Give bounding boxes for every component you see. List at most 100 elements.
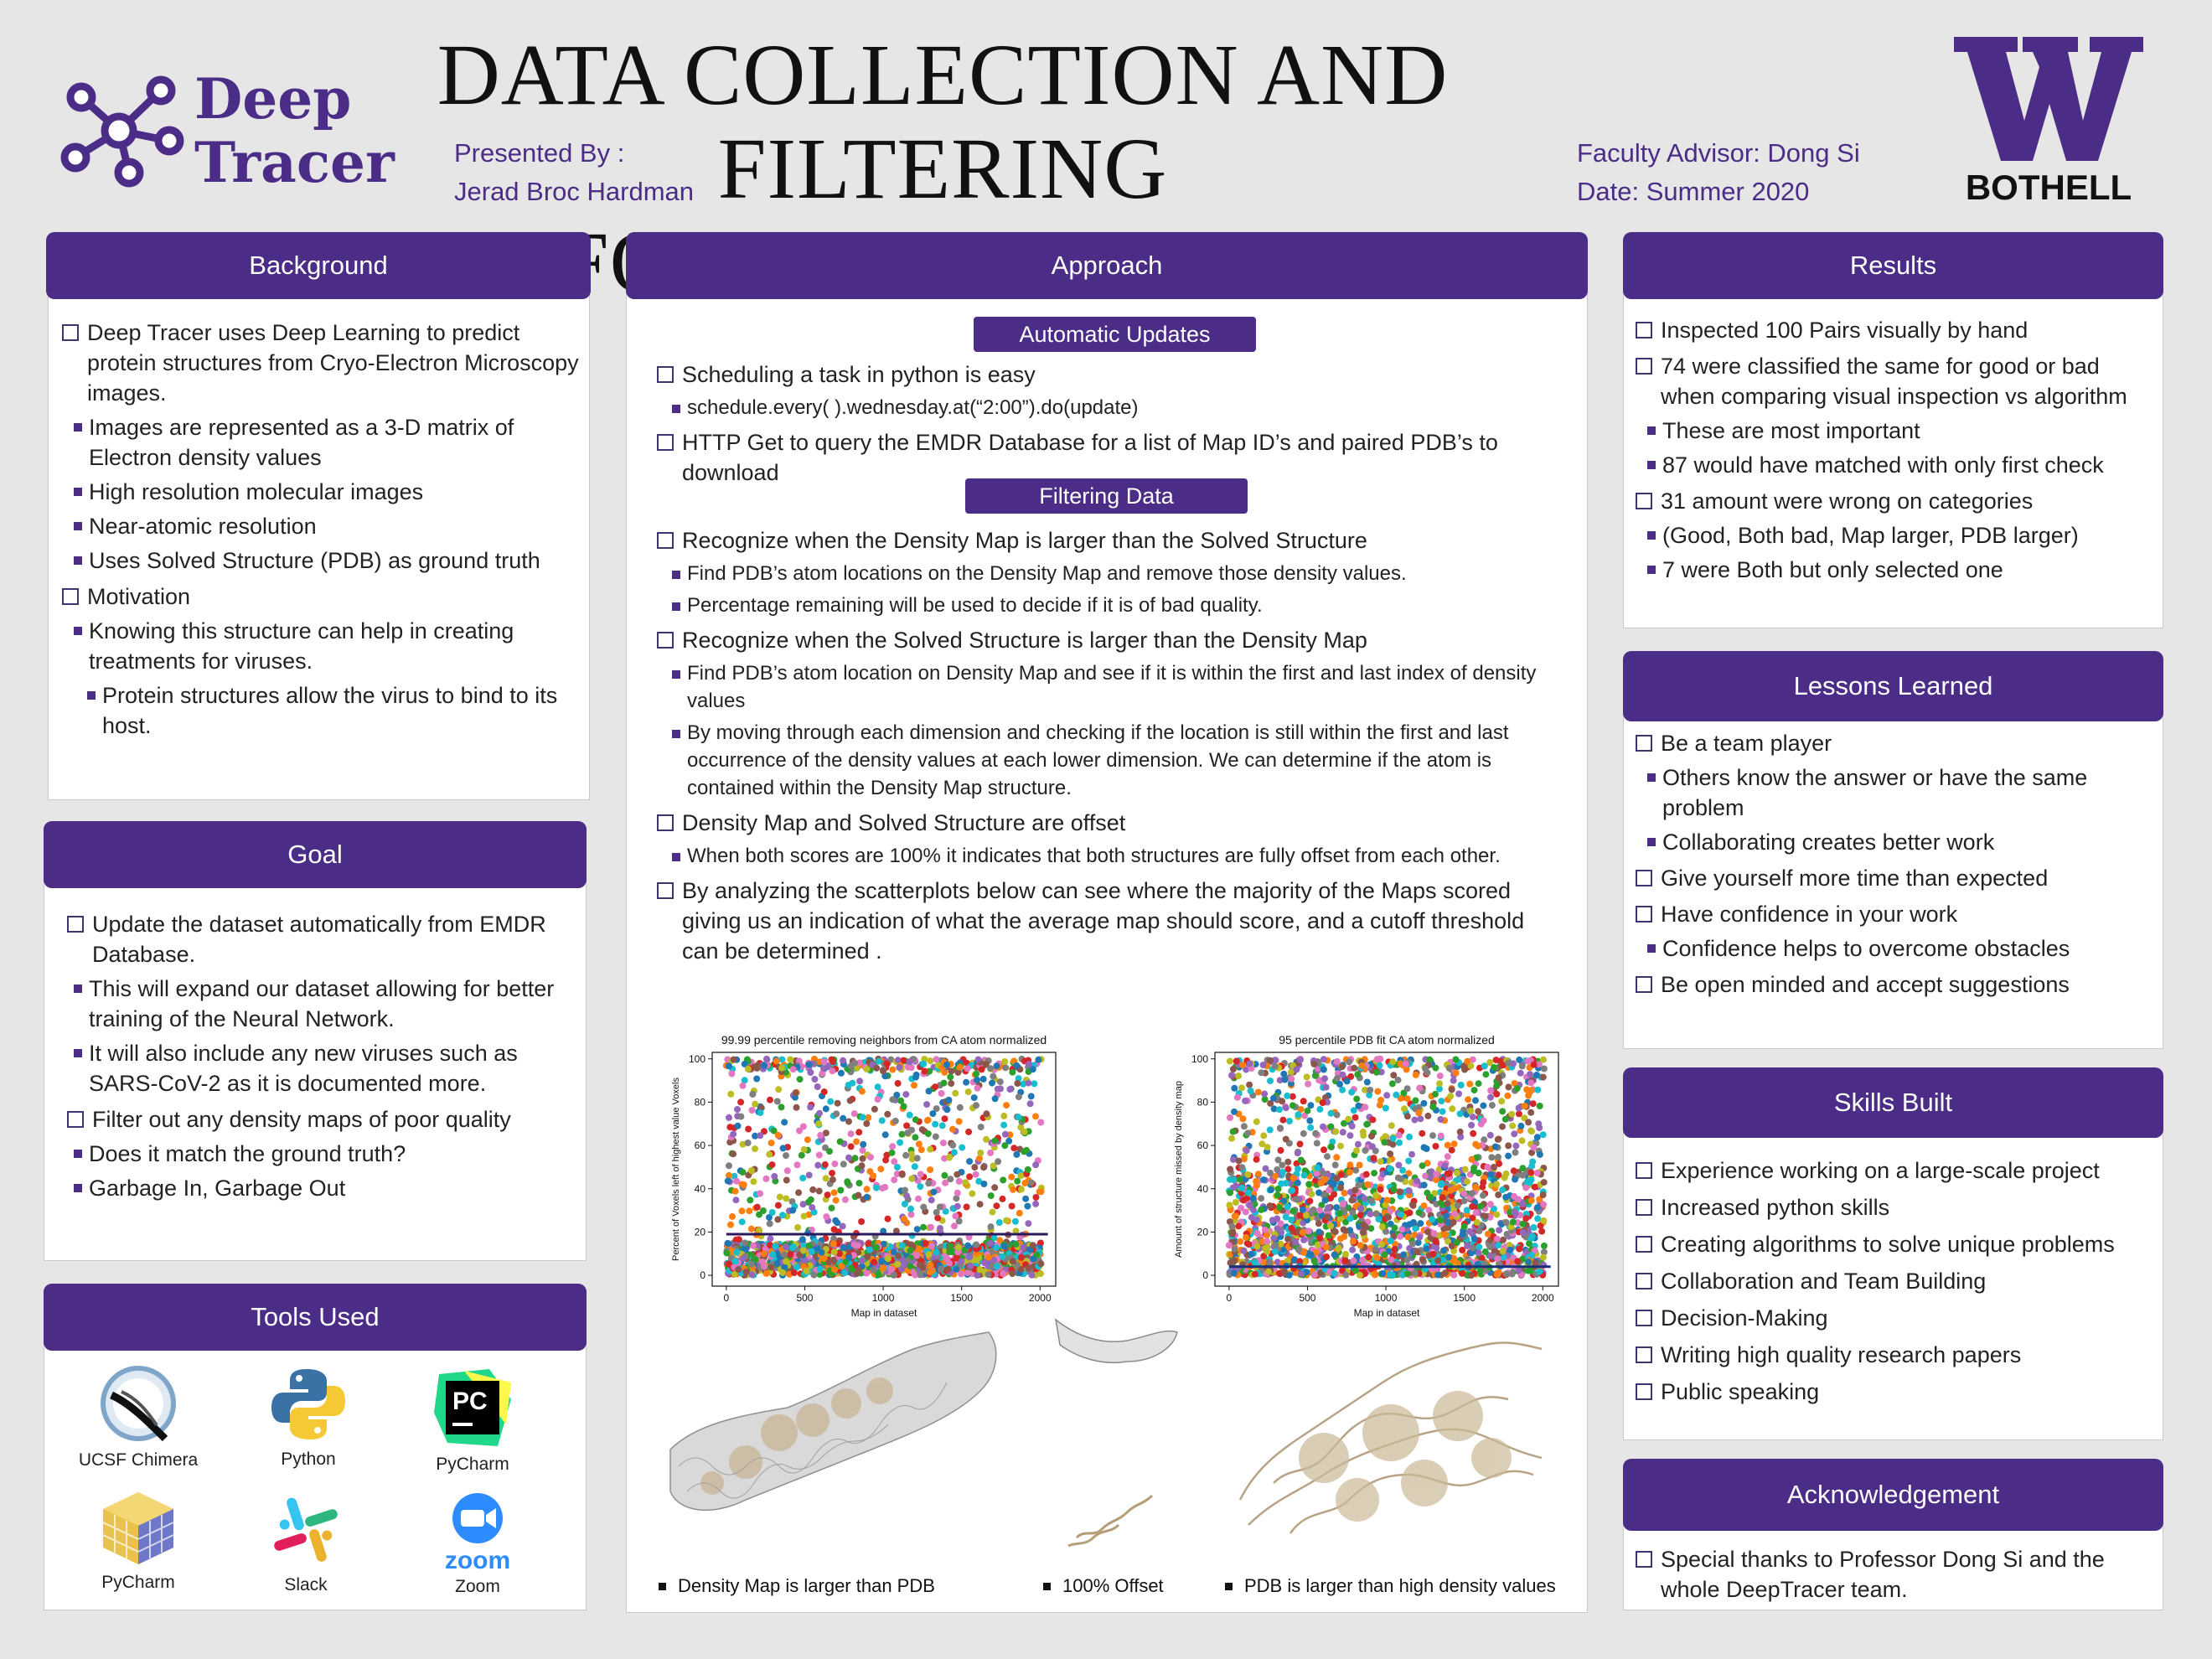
data-point: [1233, 1057, 1240, 1065]
data-point: [1424, 1160, 1431, 1167]
data-point: [830, 1189, 838, 1196]
data-point: [1522, 1233, 1530, 1241]
data-point: [1476, 1243, 1483, 1251]
data-point: [1390, 1186, 1398, 1193]
data-point: [773, 1260, 781, 1267]
data-point: [1411, 1269, 1419, 1277]
data-point: [781, 1119, 788, 1126]
data-point: [1445, 1253, 1452, 1261]
data-point: [832, 1196, 840, 1204]
tool-zoom: zoom Zoom: [411, 1490, 545, 1597]
bullet-item: 31 amount were wrong on categories: [1636, 486, 2155, 516]
data-point: [948, 1067, 955, 1075]
checkbox-bullet-icon: [657, 532, 674, 549]
data-point: [730, 1150, 737, 1158]
data-point: [1274, 1215, 1281, 1222]
data-point: [1468, 1190, 1476, 1197]
data-point: [871, 1105, 878, 1113]
data-point: [1399, 1166, 1407, 1174]
data-point: [1333, 1175, 1341, 1182]
sub-bullet-item: Garbage In, Garbage Out: [67, 1173, 570, 1203]
data-point: [1239, 1115, 1247, 1123]
scatter-points: [722, 1055, 1045, 1279]
data-point: [1528, 1162, 1536, 1170]
data-point: [963, 1078, 970, 1086]
data-point: [1395, 1131, 1403, 1139]
checkbox-bullet-icon: [657, 434, 674, 451]
data-point: [898, 1130, 906, 1138]
cube-icon: [102, 1492, 174, 1564]
data-point: [847, 1130, 855, 1138]
bullet-text: Deep Tracer uses Deep Learning to predic…: [87, 320, 579, 406]
data-point: [906, 1058, 913, 1066]
data-point: [1337, 1142, 1344, 1150]
data-point: [874, 1096, 881, 1103]
data-point: [1229, 1128, 1237, 1135]
data-point: [753, 1064, 761, 1072]
data-point: [891, 1248, 897, 1256]
data-point: [1027, 1179, 1035, 1186]
data-point: [993, 1244, 1000, 1252]
data-point: [1505, 1142, 1512, 1150]
results-panel: [1623, 251, 2163, 628]
data-point: [726, 1124, 734, 1131]
data-point: [1539, 1073, 1547, 1081]
data-point: [1495, 1171, 1502, 1179]
data-point: [1448, 1243, 1455, 1249]
scatter-points: [1225, 1055, 1548, 1279]
bullet-text: Special thanks to Professor Dong Si and …: [1661, 1547, 2105, 1602]
data-point: [1495, 1154, 1501, 1160]
data-point: [1456, 1128, 1464, 1135]
data-point: [855, 1059, 863, 1067]
data-point: [799, 1247, 807, 1254]
data-point: [1305, 1227, 1312, 1235]
data-point: [950, 1149, 958, 1156]
data-point: [1341, 1119, 1347, 1127]
bullet-text: Give yourself more time than expected: [1661, 866, 2049, 891]
data-point: [977, 1150, 985, 1156]
data-point: [1502, 1193, 1510, 1201]
data-point: [1401, 1105, 1408, 1113]
data-point: [793, 1161, 801, 1169]
y-tick-label: 0: [1202, 1269, 1208, 1281]
data-point: [1420, 1099, 1428, 1107]
data-point: [738, 1207, 746, 1215]
data-point: [1253, 1155, 1260, 1163]
data-point: [1367, 1210, 1374, 1217]
data-point: [1375, 1216, 1382, 1222]
data-point: [1279, 1161, 1286, 1169]
checkbox-bullet-icon: [1636, 870, 1652, 886]
data-point: [873, 1243, 881, 1251]
data-point: [768, 1161, 776, 1169]
data-point: [1540, 1179, 1548, 1186]
data-point: [858, 1218, 866, 1225]
data-point: [884, 1215, 892, 1222]
data-point: [1246, 1202, 1253, 1209]
data-point: [1387, 1238, 1394, 1244]
data-point: [1254, 1171, 1262, 1178]
data-point: [855, 1191, 862, 1199]
data-point: [892, 1227, 900, 1235]
bullet-text: Filter out any density maps of poor qual…: [92, 1107, 511, 1132]
data-point: [1522, 1215, 1530, 1222]
data-point: [1442, 1212, 1450, 1220]
data-point: [1359, 1128, 1367, 1135]
data-point: [1308, 1191, 1315, 1198]
bullet-text: High resolution molecular images: [89, 479, 424, 504]
data-point: [823, 1213, 830, 1221]
data-point: [726, 1171, 732, 1179]
data-point: [1429, 1132, 1436, 1140]
data-point: [1389, 1058, 1397, 1066]
data-point: [1239, 1062, 1247, 1069]
data-point: [1523, 1086, 1531, 1093]
data-point: [972, 1171, 979, 1178]
data-point: [913, 1252, 921, 1259]
data-point: [731, 1258, 739, 1265]
data-point: [753, 1075, 761, 1083]
data-point: [1525, 1119, 1532, 1126]
data-point: [1386, 1270, 1393, 1278]
data-point: [908, 1150, 915, 1158]
data-point: [1284, 1235, 1292, 1243]
data-point: [1389, 1134, 1397, 1142]
data-point: [954, 1189, 961, 1196]
